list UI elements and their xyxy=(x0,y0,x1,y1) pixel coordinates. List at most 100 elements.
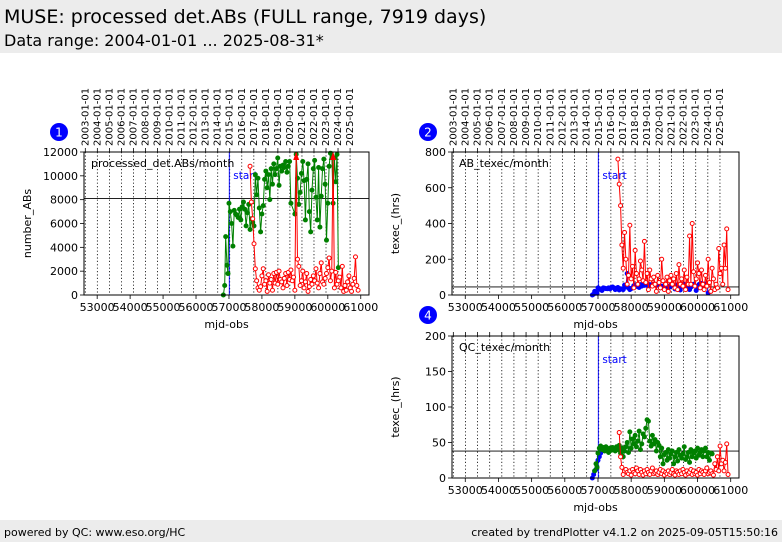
data-point xyxy=(704,465,710,471)
top-date-label: 2003-01-01 xyxy=(80,88,91,146)
y-tick-label: 200 xyxy=(425,253,446,266)
top-date-label: 2009-01-01 xyxy=(521,88,532,146)
y-tick-label: 200 xyxy=(425,330,446,343)
data-point xyxy=(276,182,282,188)
data-point xyxy=(679,276,685,282)
data-point xyxy=(649,432,655,438)
top-date-label: 2016-01-01 xyxy=(606,88,617,146)
data-point xyxy=(692,283,698,289)
panel-label: AB_texec/month xyxy=(459,157,549,170)
data-point xyxy=(338,285,344,291)
top-date-label: 2007-01-01 xyxy=(128,88,139,146)
data-point xyxy=(263,278,269,284)
data-point xyxy=(297,282,303,288)
data-point xyxy=(716,246,722,252)
data-point xyxy=(626,449,632,455)
data-point xyxy=(304,271,310,277)
top-date-label: 2009-01-01 xyxy=(153,88,164,146)
footer-bar: powered by QC: www.eso.org/HC created by… xyxy=(0,520,782,542)
data-point xyxy=(342,282,348,288)
data-point xyxy=(222,282,228,288)
panel-badge xyxy=(419,306,437,324)
x-tick-label: 58000 xyxy=(244,301,279,314)
data-point xyxy=(229,221,235,226)
top-date-label: 2024-01-01 xyxy=(333,88,344,146)
data-point xyxy=(296,201,302,207)
top-date-label: 2019-01-01 xyxy=(642,88,653,146)
data-point xyxy=(316,285,322,291)
data-point xyxy=(615,156,621,162)
x-tick-label: 54000 xyxy=(481,301,516,314)
data-point xyxy=(242,206,248,212)
data-point xyxy=(269,287,275,293)
data-point xyxy=(262,176,268,182)
data-point xyxy=(333,269,339,275)
top-date-label: 2012-01-01 xyxy=(189,88,200,146)
x-tick-label: 56000 xyxy=(547,484,582,497)
data-point xyxy=(664,274,670,280)
data-point xyxy=(641,434,647,440)
data-point xyxy=(619,464,625,470)
data-point xyxy=(643,425,649,431)
data-point xyxy=(712,461,718,467)
start-label: start xyxy=(602,354,626,366)
data-point xyxy=(706,279,712,285)
data-point xyxy=(349,288,355,294)
data-point xyxy=(314,217,320,223)
top-date-label: 2005-01-01 xyxy=(104,88,115,146)
data-point xyxy=(595,450,601,456)
y-tick-label: 0 xyxy=(71,289,78,302)
x-tick-label: 55000 xyxy=(514,484,549,497)
y-tick-label: 4000 xyxy=(50,241,78,254)
x-axis-label: mjd-obs xyxy=(573,501,618,514)
data-point xyxy=(300,159,306,165)
x-tick-label: 61000 xyxy=(713,301,748,314)
data-point xyxy=(717,443,723,449)
data-point xyxy=(335,265,341,271)
data-point xyxy=(647,267,653,273)
data-point xyxy=(667,278,673,284)
data-point xyxy=(700,281,706,287)
data-point xyxy=(316,164,322,170)
top-date-label: 2004-01-01 xyxy=(460,88,471,146)
data-point xyxy=(720,281,726,287)
data-point xyxy=(653,288,659,294)
footer-created-by: created by trendPlotter v4.1.2 on 2025-0… xyxy=(471,526,778,539)
data-point xyxy=(665,447,671,453)
data-point xyxy=(269,181,275,187)
data-point xyxy=(680,451,686,457)
data-point xyxy=(345,279,351,285)
top-date-label: 2019-01-01 xyxy=(273,88,284,146)
data-point xyxy=(275,155,281,161)
data-point xyxy=(722,459,728,465)
top-date-label: 2014-01-01 xyxy=(213,88,224,146)
data-point xyxy=(671,461,677,467)
data-point xyxy=(628,445,634,451)
data-point xyxy=(264,185,270,191)
page-subtitle: Data range: 2004-01-01 ... 2025-08-31* xyxy=(4,31,324,50)
data-point xyxy=(254,278,260,284)
x-tick-label: 55000 xyxy=(514,301,549,314)
series-line-1 xyxy=(617,159,729,292)
top-date-label: 2025-01-01 xyxy=(345,88,356,146)
top-date-label: 2004-01-01 xyxy=(92,88,103,146)
data-point xyxy=(304,176,310,182)
data-point xyxy=(260,203,266,209)
x-tick-label: 54000 xyxy=(481,484,516,497)
data-point xyxy=(629,263,635,269)
panel-badge-number: 4 xyxy=(424,309,432,323)
data-point xyxy=(326,163,332,169)
data-point xyxy=(230,243,236,249)
x-axis-label: mjd-obs xyxy=(573,318,618,331)
x-tick-label: 61000 xyxy=(713,484,748,497)
data-point xyxy=(255,175,261,181)
data-point xyxy=(624,440,630,445)
data-point xyxy=(337,274,343,280)
data-point xyxy=(722,265,728,271)
data-point xyxy=(710,472,716,478)
data-point xyxy=(665,288,671,294)
data-point xyxy=(697,285,703,291)
top-date-label: 2014-01-01 xyxy=(582,88,593,146)
data-point xyxy=(673,271,679,277)
